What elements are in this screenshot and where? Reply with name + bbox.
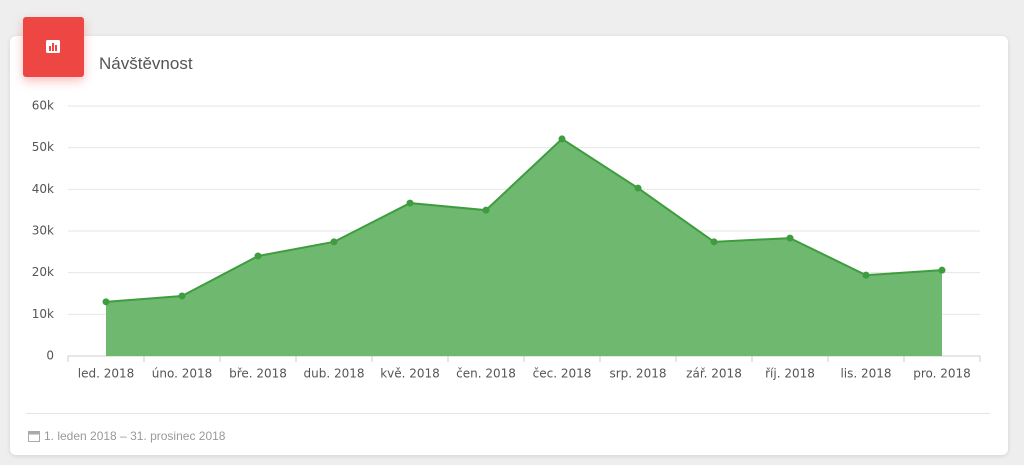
point bbox=[786, 234, 794, 242]
calendar-icon bbox=[28, 431, 40, 442]
x-tick-label: led. 2018 bbox=[78, 367, 135, 381]
point bbox=[482, 206, 490, 214]
card-title: Návštěvnost bbox=[99, 54, 193, 73]
y-tick-label: 30k bbox=[32, 224, 54, 238]
point bbox=[710, 238, 718, 246]
x-tick-label: bře. 2018 bbox=[229, 367, 287, 381]
divider bbox=[26, 413, 990, 414]
icon-glyph bbox=[46, 40, 60, 53]
x-tick-label: zář. 2018 bbox=[686, 367, 742, 381]
area bbox=[106, 138, 942, 356]
x-tick-label: čec. 2018 bbox=[533, 367, 592, 381]
point bbox=[862, 271, 870, 279]
point bbox=[102, 298, 110, 306]
y-tick-label: 20k bbox=[32, 265, 54, 279]
x-tick-label: úno. 2018 bbox=[152, 367, 213, 381]
y-tick-label: 50k bbox=[32, 140, 54, 154]
y-tick-label: 40k bbox=[32, 182, 54, 196]
x-tick-label: říj. 2018 bbox=[765, 367, 815, 381]
x-tick-label: čen. 2018 bbox=[456, 367, 516, 381]
date-range: 1. leden 2018 – 31. prosinec 2018 bbox=[44, 429, 226, 443]
line bbox=[105, 137, 943, 303]
x-tick-label: pro. 2018 bbox=[913, 367, 971, 381]
point bbox=[254, 252, 262, 260]
point bbox=[558, 135, 566, 143]
x-tick-label: lis. 2018 bbox=[840, 367, 891, 381]
point bbox=[634, 184, 642, 192]
x-tick-label: kvě. 2018 bbox=[380, 367, 440, 381]
y-tick-label: 60k bbox=[32, 99, 54, 113]
y-tick-label: 0 bbox=[46, 349, 54, 363]
x-tick-label: dub. 2018 bbox=[303, 367, 364, 381]
point bbox=[938, 266, 946, 274]
y-tick-label: 10k bbox=[32, 307, 54, 321]
point bbox=[330, 238, 338, 246]
point bbox=[406, 199, 414, 207]
point bbox=[178, 292, 186, 300]
x-tick-label: srp. 2018 bbox=[610, 367, 667, 381]
chart-icon bbox=[23, 17, 84, 77]
